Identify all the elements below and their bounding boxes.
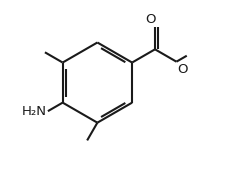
- Text: O: O: [146, 13, 156, 26]
- Text: O: O: [177, 63, 188, 76]
- Text: H₂N: H₂N: [22, 105, 47, 118]
